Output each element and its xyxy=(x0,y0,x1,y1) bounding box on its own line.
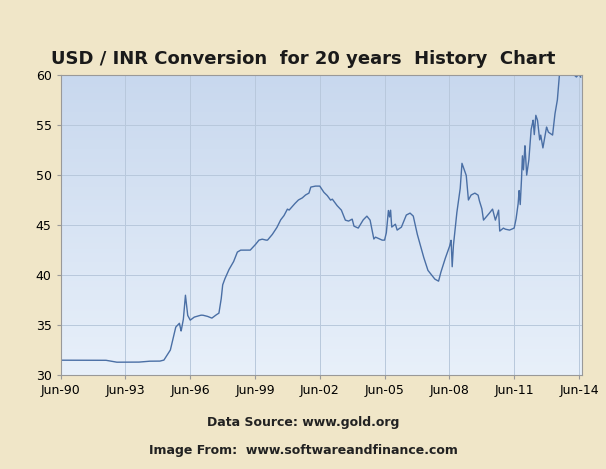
Text: USD / INR Conversion  for 20 years  History  Chart: USD / INR Conversion for 20 years Histor… xyxy=(51,50,555,68)
Text: Image From:  www.softwareandfinance.com: Image From: www.softwareandfinance.com xyxy=(148,444,458,457)
Text: Data Source: www.gold.org: Data Source: www.gold.org xyxy=(207,416,399,429)
